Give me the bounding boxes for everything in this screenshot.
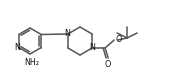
Text: NH₂: NH₂ — [25, 58, 39, 67]
Text: N: N — [90, 43, 96, 52]
Text: N: N — [14, 43, 20, 52]
Text: N: N — [64, 29, 70, 38]
Text: O: O — [115, 35, 121, 44]
Text: O: O — [105, 60, 111, 69]
